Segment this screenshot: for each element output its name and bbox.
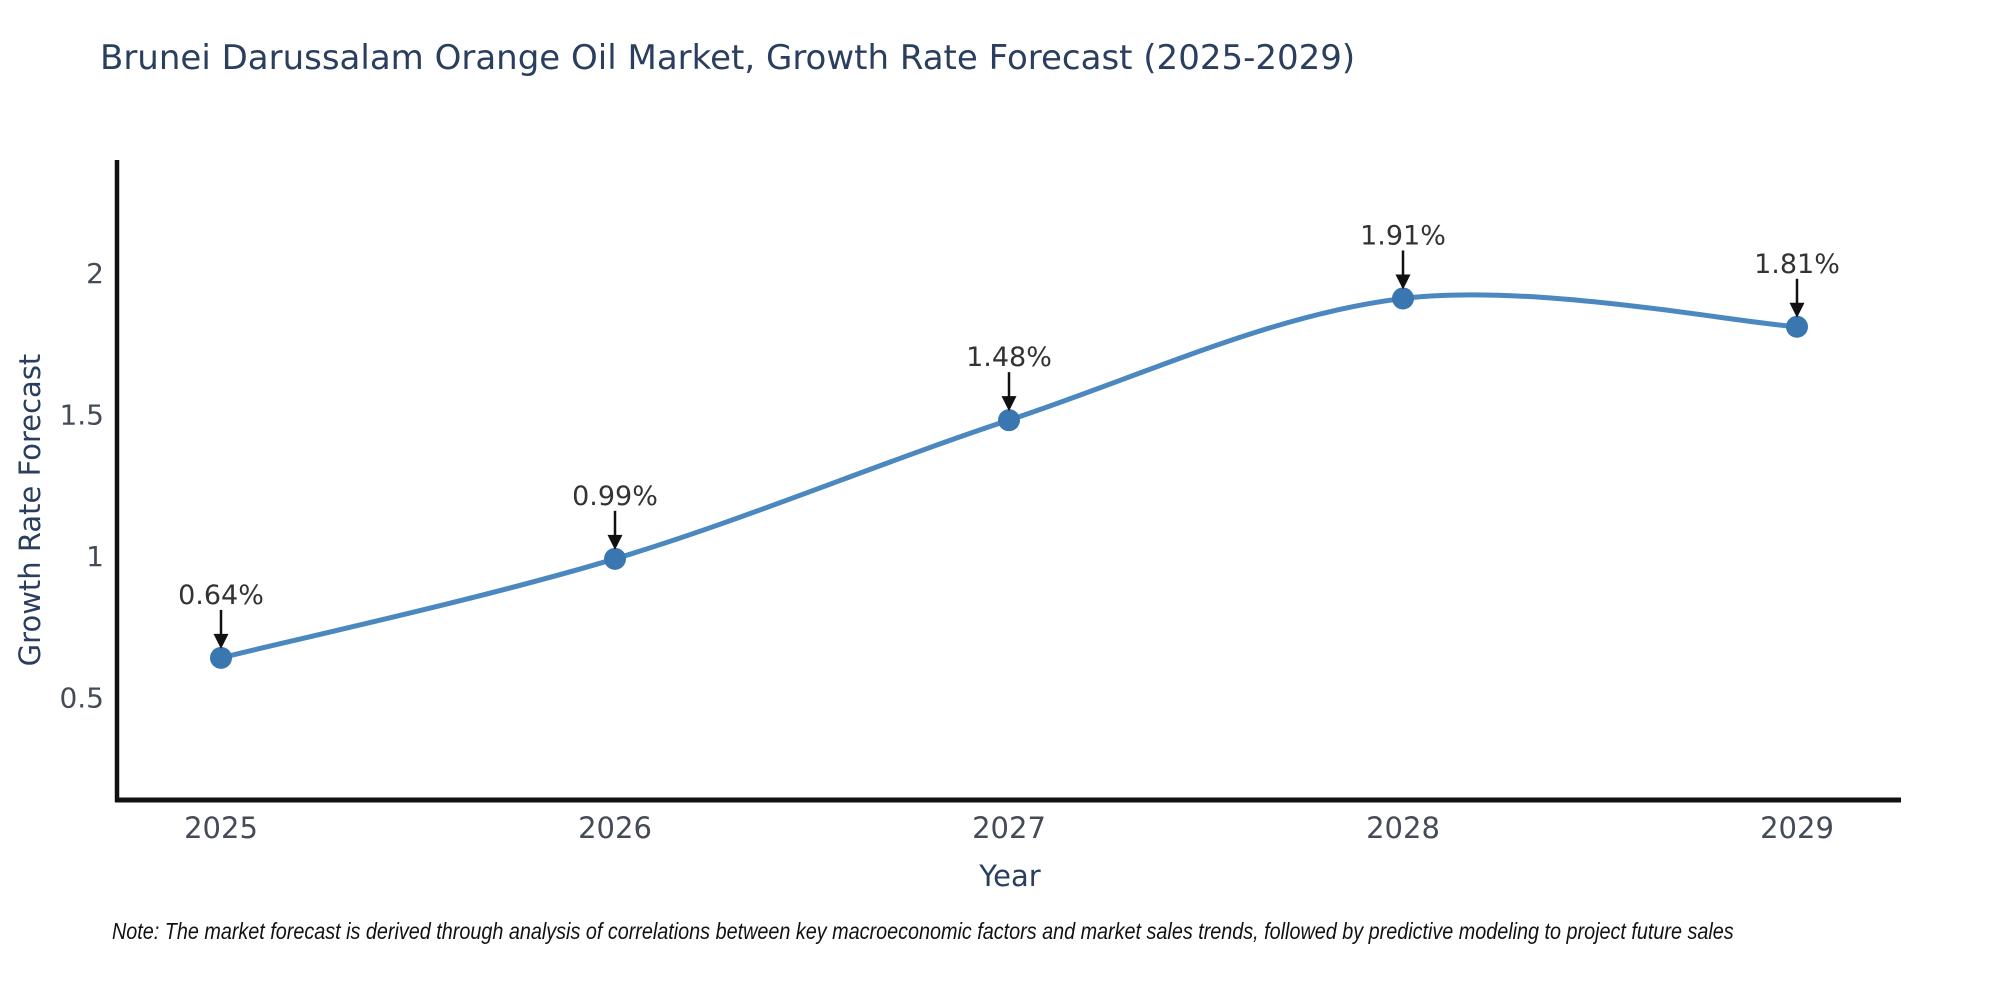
x-tick-label: 2027	[972, 811, 1046, 845]
annotation-arrowhead-icon	[1789, 302, 1805, 318]
y-tick-label: 1	[86, 540, 104, 573]
data-point-marker	[210, 646, 232, 669]
y-tick-label: 1.5	[59, 399, 104, 432]
point-value-label: 1.91%	[1360, 220, 1446, 251]
point-value-label: 1.81%	[1754, 249, 1840, 280]
chart-title: Brunei Darussalam Orange Oil Market, Gro…	[100, 38, 1356, 78]
x-tick-label: 2025	[184, 811, 258, 845]
x-tick-label: 2026	[578, 811, 652, 845]
point-value-label: 0.64%	[178, 580, 264, 611]
annotation-arrowhead-icon	[213, 633, 229, 649]
data-point-marker	[1786, 315, 1808, 338]
annotation-arrowhead-icon	[607, 534, 623, 550]
y-tick-label: 0.5	[59, 682, 104, 715]
y-axis-title: Growth Rate Forecast	[13, 353, 47, 667]
x-axis-title: Year	[979, 859, 1041, 893]
data-point-marker	[1392, 287, 1414, 310]
x-tick-label: 2028	[1366, 811, 1440, 845]
data-point-marker	[998, 409, 1020, 432]
x-tick-label: 2029	[1760, 811, 1834, 845]
data-point-marker	[604, 547, 626, 570]
annotation-arrowhead-icon	[1395, 274, 1411, 290]
point-value-label: 0.99%	[572, 481, 658, 512]
footnote: Note: The market forecast is derived thr…	[112, 918, 1734, 944]
annotation-arrowhead-icon	[1001, 396, 1017, 412]
point-value-label: 1.48%	[966, 342, 1052, 373]
y-tick-label: 2	[86, 257, 104, 290]
